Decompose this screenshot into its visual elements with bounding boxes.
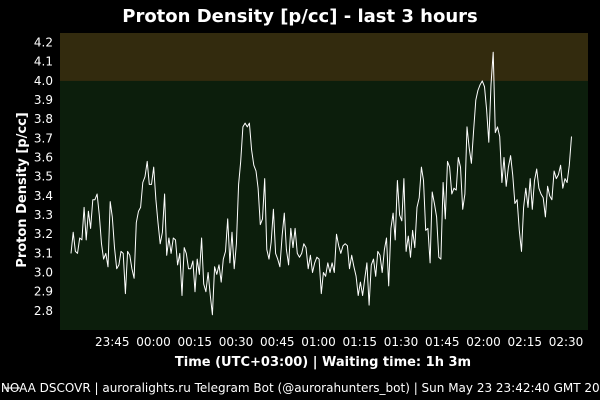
x-tick-label: 01:00: [301, 335, 336, 349]
x-tick-label: 00:45: [260, 335, 295, 349]
x-tick-label: 00:15: [177, 335, 212, 349]
chart-footer: — NOAA DSCOVR | auroralights.ru Telegram…: [0, 381, 600, 395]
x-tick-label: 00:30: [219, 335, 254, 349]
x-axis-ticks: 23:45 00:00 00:15 00:30 00:45 01:00 01:15 01:30…: [95, 335, 583, 349]
y-tick-label: 2.8: [34, 304, 53, 318]
series-line: [70, 51, 572, 316]
y-tick-label: 3.7: [34, 131, 53, 145]
y-tick-label: 4.1: [34, 55, 53, 69]
y-tick-label: 2.9: [34, 285, 53, 299]
x-tick-label: 01:30: [384, 335, 419, 349]
y-tick-label: 3.2: [34, 227, 53, 241]
y-tick-label: 3.4: [34, 189, 53, 203]
y-tick-label: 3.1: [34, 246, 53, 260]
plot-area: [60, 33, 588, 330]
y-tick-label: 3.8: [34, 112, 53, 126]
y-tick-label: 3.9: [34, 93, 53, 107]
y-tick-label: 3.6: [34, 151, 53, 165]
y-axis-label: Proton Density [p/cc]: [15, 112, 30, 267]
y-axis-ticks: 2.8 2.9 3.0 3.1 3.2 3.3 3.4 3.5 3.6 3.7 3.8 3.9 4.0 4…: [34, 36, 53, 318]
y-tick-label: 3.5: [34, 170, 53, 184]
x-tick-label: 01:15: [342, 335, 377, 349]
y-tick-label: 3.3: [34, 208, 53, 222]
x-axis-label: Time (UTC+03:00) | Waiting time: 1h 3m: [175, 355, 471, 370]
x-tick-label: 23:45: [95, 335, 130, 349]
plot-background: [60, 33, 588, 330]
x-tick-label: 01:45: [425, 335, 460, 349]
highlight-band: [60, 33, 588, 81]
x-tick-label: 02:30: [549, 335, 584, 349]
y-tick-label: 4.2: [34, 36, 53, 50]
x-tick-label: 02:00: [466, 335, 501, 349]
series-lines: [4, 51, 572, 389]
x-tick-label: 00:00: [136, 335, 171, 349]
y-tick-label: 3.0: [34, 266, 53, 280]
y-tick-label: 4.0: [34, 74, 53, 88]
chart-title: Proton Density [p/cc] - last 3 hours: [122, 6, 477, 27]
x-tick-label: 02:15: [507, 335, 542, 349]
